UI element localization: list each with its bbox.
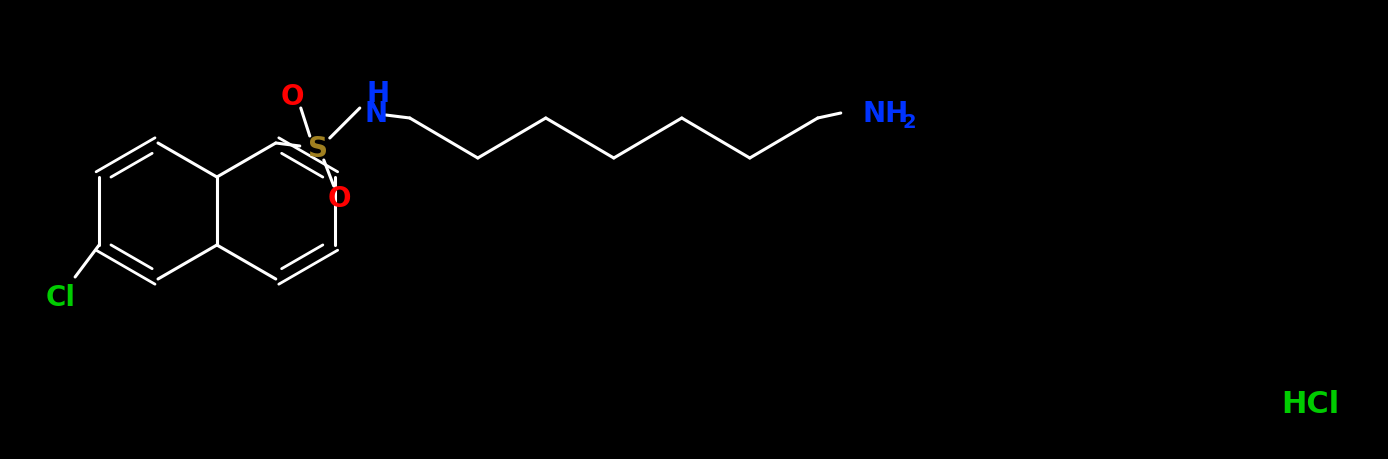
Text: S: S <box>308 134 328 162</box>
Text: O: O <box>280 83 304 111</box>
Text: HCl: HCl <box>1281 390 1339 419</box>
Text: NH: NH <box>863 100 909 128</box>
Text: Cl: Cl <box>46 283 76 311</box>
Text: 2: 2 <box>902 112 916 131</box>
Text: N: N <box>364 100 387 128</box>
Text: H: H <box>366 80 390 108</box>
Text: O: O <box>328 185 351 213</box>
